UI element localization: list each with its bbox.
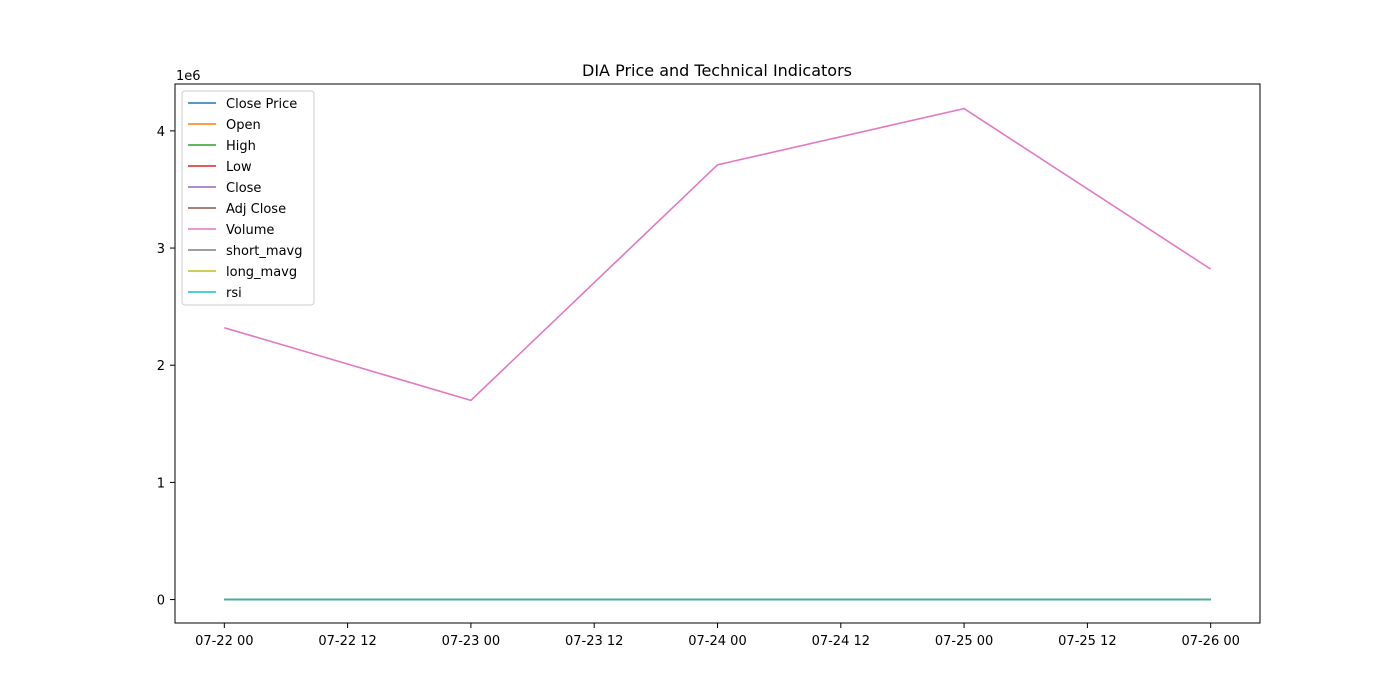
plot-area <box>175 84 1260 623</box>
x-tick-label: 07-23 00 <box>442 634 500 649</box>
legend-label: High <box>226 139 256 154</box>
legend: Close Price Open High Low Close Adj Close Volu… <box>181 90 315 306</box>
legend-label: Close Price <box>226 97 297 112</box>
legend-label: Adj Close <box>226 202 286 217</box>
x-tick-label: 07-22 00 <box>195 634 253 649</box>
legend-label: rsi <box>226 286 242 301</box>
legend-label: Close <box>226 181 261 196</box>
y-scale-label: 1e6 <box>176 69 201 84</box>
y-tick-label: 4 <box>157 125 165 140</box>
legend-label: long_mavg <box>226 265 297 280</box>
series-layer <box>224 107 1212 601</box>
y-tick-label: 0 <box>157 594 165 609</box>
legend-label: Open <box>226 118 261 133</box>
legend-label: Low <box>226 160 252 175</box>
chart-title: DIA Price and Technical Indicators <box>582 61 852 80</box>
y-tick-label: 3 <box>157 242 165 257</box>
y-tick-label: 2 <box>157 359 165 374</box>
x-tick-label: 07-24 00 <box>688 634 746 649</box>
legend-label: Volume <box>226 223 274 238</box>
x-axis: 07-22 00 07-22 12 07-23 00 07-23 12 07-24 00… <box>195 623 1240 649</box>
x-tick-label: 07-25 00 <box>935 634 993 649</box>
y-tick-label: 1 <box>157 476 165 491</box>
x-tick-label: 07-24 12 <box>812 634 870 649</box>
x-tick-label: 07-25 12 <box>1058 634 1116 649</box>
legend-label: short_mavg <box>226 244 302 259</box>
x-tick-label: 07-22 12 <box>318 634 376 649</box>
x-tick-label: 07-26 00 <box>1181 634 1239 649</box>
series-line-volume <box>224 107 1212 402</box>
x-tick-label: 07-23 12 <box>565 634 623 649</box>
plot-frame <box>174 83 1261 624</box>
y-axis: 0 1 2 3 4 <box>157 125 175 609</box>
